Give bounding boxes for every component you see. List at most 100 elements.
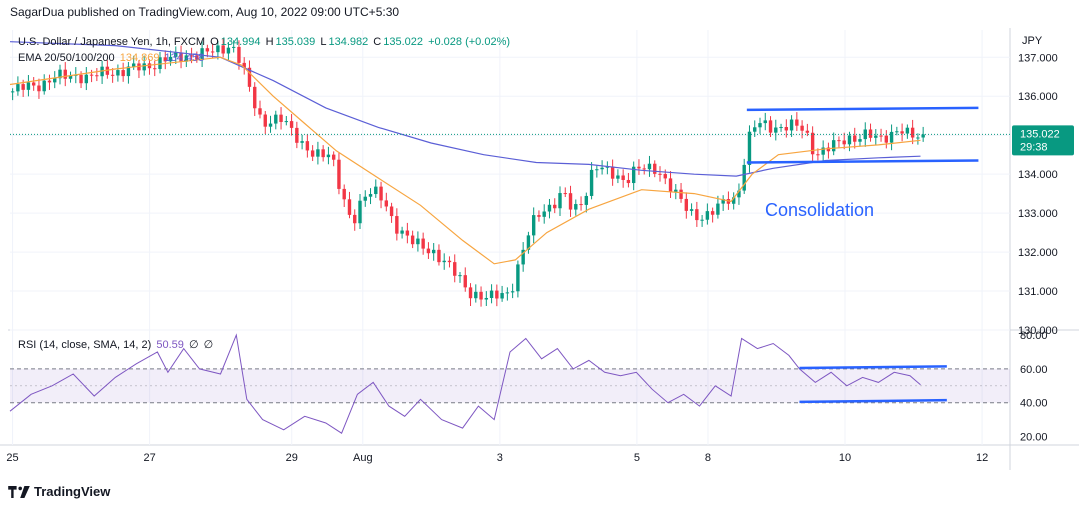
rsi-label: RSI (14, close, SMA, 14, 2) xyxy=(18,339,152,351)
candle xyxy=(331,151,336,167)
candle-body xyxy=(374,186,378,195)
candle xyxy=(579,196,583,211)
candle-body xyxy=(895,131,899,133)
candle xyxy=(47,74,52,90)
candle xyxy=(437,244,441,266)
candle-body xyxy=(889,131,894,143)
candle-body xyxy=(237,46,241,63)
candle xyxy=(558,186,562,217)
candle-body xyxy=(58,69,62,79)
candle xyxy=(221,38,225,58)
rsi-channel-upper-line xyxy=(799,365,947,370)
tradingview-footer[interactable]: TradingView xyxy=(8,484,110,499)
candle xyxy=(468,283,473,307)
candle xyxy=(10,88,15,101)
candle xyxy=(110,68,115,83)
candle xyxy=(353,209,357,231)
currency-label: JPY xyxy=(1022,35,1043,47)
candle xyxy=(658,166,662,182)
candle xyxy=(826,142,831,159)
candle xyxy=(231,40,236,53)
candle xyxy=(489,284,494,304)
candle-body xyxy=(626,179,631,184)
candle-body xyxy=(268,123,273,127)
candle-body xyxy=(684,198,689,211)
candle-body xyxy=(900,131,904,134)
candle xyxy=(674,184,678,200)
candle xyxy=(326,146,331,165)
candle-body xyxy=(216,45,220,53)
close-value: 135.022 xyxy=(383,36,424,48)
candle xyxy=(447,256,452,268)
candle-body xyxy=(500,293,504,299)
candle xyxy=(84,67,89,91)
candle-body xyxy=(121,70,125,77)
candle-body xyxy=(600,167,604,170)
candle-body xyxy=(605,166,610,168)
price-pane[interactable] xyxy=(9,38,1010,307)
candle-body xyxy=(316,149,320,157)
rsi-legend: RSI (14, close, SMA, 14, 2) 50.59 ∅ ∅ xyxy=(18,338,215,351)
time-tick-label: 27 xyxy=(143,452,155,464)
candle-body xyxy=(768,120,773,133)
candle xyxy=(774,119,778,141)
candle xyxy=(247,60,252,92)
candle xyxy=(242,57,246,75)
candle-body xyxy=(342,188,346,200)
candle xyxy=(610,159,615,186)
consolidation-annotation: Consolidation xyxy=(765,200,874,220)
candle xyxy=(68,71,73,83)
candle xyxy=(916,133,920,145)
tradingview-logo-icon xyxy=(8,485,30,498)
candle-body xyxy=(110,74,115,76)
candle-body xyxy=(379,186,383,201)
candle-body xyxy=(421,238,425,249)
candle-body xyxy=(142,63,146,71)
candle xyxy=(516,260,520,298)
candle xyxy=(574,199,578,216)
candle xyxy=(284,116,289,126)
candle-body xyxy=(95,75,99,77)
candle-body xyxy=(621,175,625,180)
time-tick-label: 3 xyxy=(497,452,503,464)
candle xyxy=(621,169,625,188)
candle xyxy=(758,117,762,134)
candle-body xyxy=(916,137,920,139)
candle-body xyxy=(553,204,557,209)
candle-body xyxy=(484,297,489,300)
candle-body xyxy=(721,199,725,204)
candle-body xyxy=(321,149,325,158)
candle-body xyxy=(868,129,873,138)
candle-body xyxy=(400,230,404,234)
candle-body xyxy=(731,197,736,204)
candle xyxy=(363,190,367,207)
candle-body xyxy=(68,75,73,79)
candle xyxy=(121,62,125,82)
candle xyxy=(158,52,162,74)
candle-body xyxy=(563,193,567,195)
candle-body xyxy=(847,135,852,145)
candle-body xyxy=(531,215,536,236)
candle xyxy=(442,253,446,270)
candle xyxy=(531,207,536,244)
candle-body xyxy=(31,82,36,86)
candle xyxy=(389,202,394,223)
rsi-value: 50.59 xyxy=(156,339,184,351)
ema20-line xyxy=(9,56,921,265)
candle-body xyxy=(579,204,583,206)
candle xyxy=(858,134,862,147)
candle-body xyxy=(310,150,315,157)
candle xyxy=(458,271,462,283)
candle xyxy=(716,195,720,219)
candle-body xyxy=(458,275,462,277)
candle-body xyxy=(242,62,246,68)
candle-body xyxy=(84,74,89,84)
candle-body xyxy=(158,57,162,69)
candle xyxy=(26,75,31,97)
rsi-pane[interactable] xyxy=(9,333,947,434)
candle-body xyxy=(853,135,857,142)
candle-body xyxy=(437,249,441,263)
candle xyxy=(668,171,673,198)
candle xyxy=(95,68,99,82)
